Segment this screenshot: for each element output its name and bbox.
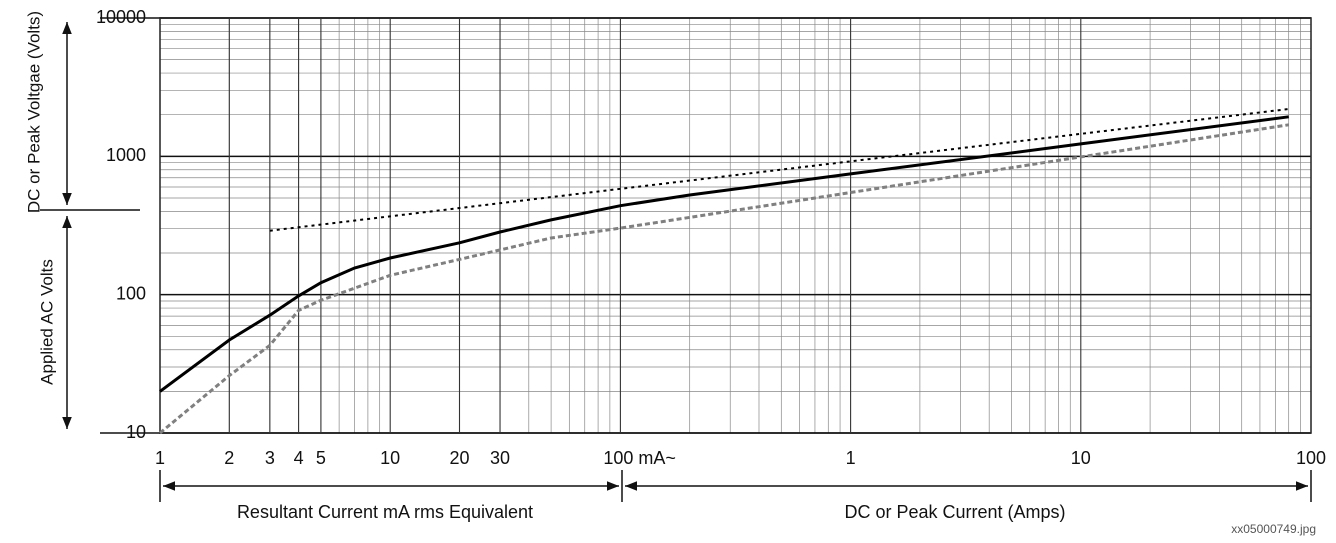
y-label: DC or Peak Voltgae (Volts) <box>24 11 43 213</box>
x-tick-label: 5 <box>316 448 326 468</box>
x-tick-label: 3 <box>265 448 275 468</box>
x-tick-label: 1 <box>155 448 165 468</box>
series-line <box>269 108 1289 232</box>
x-tick-label: 100 <box>1296 448 1326 468</box>
x-tick-label: 30 <box>490 448 510 468</box>
y-label: Applied AC Volts <box>37 259 56 385</box>
y-tick-label: 100 <box>116 283 146 303</box>
annotation-arrows <box>40 17 1312 502</box>
x-tick-label: 10 <box>380 448 400 468</box>
x-tick-label: 4 <box>294 448 304 468</box>
series-line <box>159 115 1289 393</box>
series-line <box>159 123 1289 435</box>
y-tick-label: 10 <box>126 422 146 442</box>
y-tick-label: 1000 <box>106 145 146 165</box>
y-tick-label: 10000 <box>96 7 146 27</box>
x-tick-label: 20 <box>449 448 469 468</box>
x-label: DC or Peak Current (Amps) <box>844 502 1065 522</box>
x-label: Resultant Current mA rms Equivalent <box>237 502 533 522</box>
x-tick-label: 100 mA~ <box>603 448 676 468</box>
x-tick-label: 10 <box>1071 448 1091 468</box>
plot-frame <box>159 17 1312 434</box>
caption: xx05000749.jpg <box>1231 522 1316 536</box>
x-tick-label: 2 <box>224 448 234 468</box>
x-tick-label: 1 <box>846 448 856 468</box>
